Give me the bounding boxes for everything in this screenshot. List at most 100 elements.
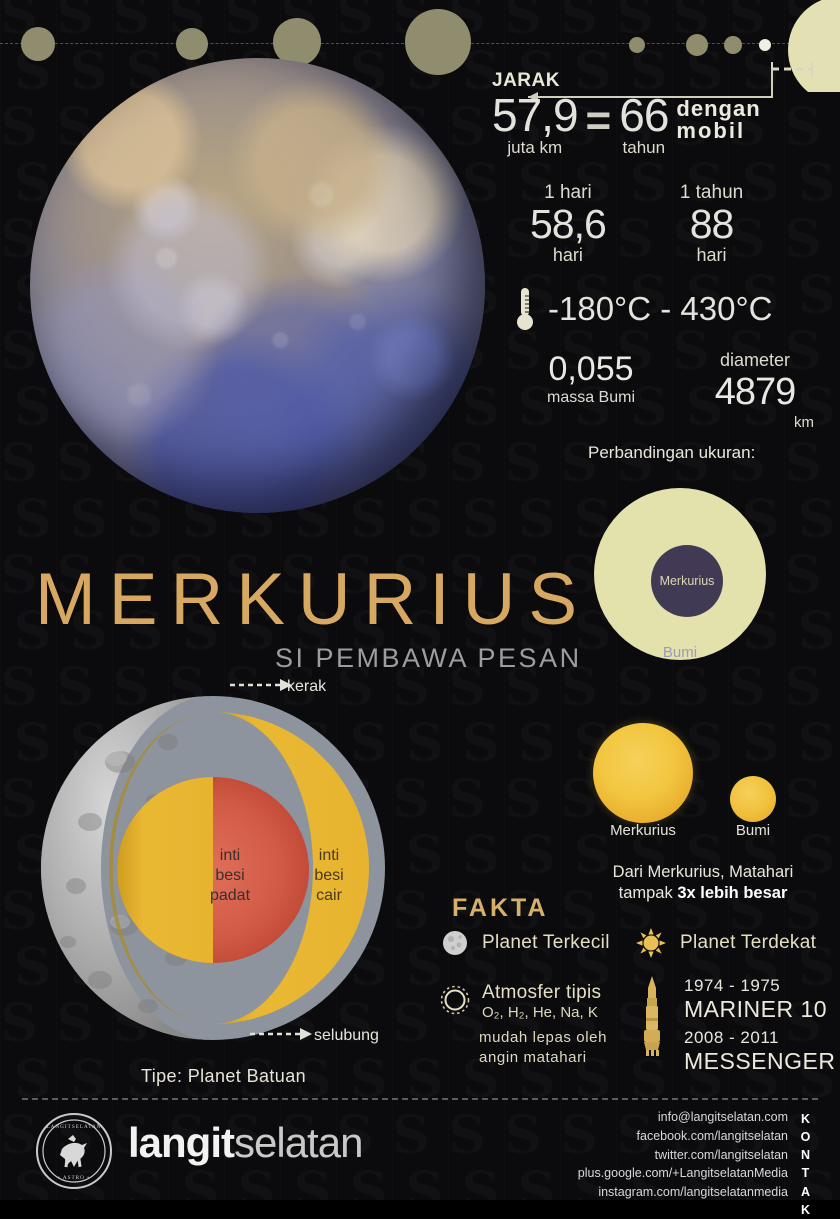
planet-dot-mercury <box>759 39 771 51</box>
watermark-letter: S <box>70 494 108 546</box>
mission-1-years: 1974 - 1975 <box>684 976 781 995</box>
fact-smallest-planet: Planet Terkecil <box>442 930 610 956</box>
sun-icon <box>636 928 666 958</box>
watermark-letter: S <box>798 606 836 658</box>
watermark-letter: S <box>294 1166 332 1200</box>
travel-unit: tahun <box>622 137 666 157</box>
kontak-letter: T <box>801 1166 811 1181</box>
earth-size-label: Bumi <box>662 644 698 661</box>
year-caption: 1 tahun <box>679 181 744 203</box>
outer-core-line1: inti <box>319 847 339 864</box>
travel-mode-line1: dengan <box>676 96 761 121</box>
mission-2-name: MESSENGER <box>684 1048 836 1074</box>
selubung-label: selubung <box>314 1027 379 1044</box>
sun-note-line2-bold: 3x lebih besar <box>677 883 788 902</box>
contact-email[interactable]: info@langitselatan.com <box>657 1110 788 1124</box>
temperature-row: -180°C - 430°C <box>492 286 840 332</box>
rocket-icon <box>644 976 660 1056</box>
planet-type-line: Tipe: Planet Batuan <box>141 1066 307 1086</box>
watermark-letter: S <box>406 830 444 882</box>
mercury-cutaway-diagram: inti besi padat inti besi cair <box>41 696 385 1040</box>
contact-twitter[interactable]: twitter.com/langitselatan <box>654 1147 788 1162</box>
watermark-letter: S <box>504 438 542 490</box>
watermark-letter: S <box>0 438 38 490</box>
mercury-size-label: Merkurius <box>659 574 715 588</box>
distance-bracket-arrow <box>528 62 813 102</box>
watermark-letter: S <box>728 662 766 714</box>
langitselatan-wordmark: langitselatan <box>128 1119 363 1167</box>
mass-block: 0,055 massa Bumi <box>492 350 670 431</box>
missions-list: 1974 - 1975 MARINER 10 2008 - 2011 MESSE… <box>684 976 835 1075</box>
outer-core-line3: cair <box>316 887 342 904</box>
mission-1-name: MARINER 10 <box>684 996 828 1022</box>
atmosphere-note-line2: angin matahari <box>479 1049 587 1067</box>
contact-list: info@langitselatan.com facebook.com/lang… <box>578 1108 788 1202</box>
watermark-letter: S <box>784 438 822 490</box>
fact-nearest-label: Planet Terdekat <box>680 932 817 953</box>
watermark-letter: S <box>784 550 822 602</box>
equals-sign: = <box>585 96 612 145</box>
langitselatan-badge-logo: LANGITSELATAN • ASTRO • <box>36 1113 112 1189</box>
comparison-title: Perbandingan ukuran: <box>588 443 756 462</box>
watermark-letter: S <box>462 494 500 546</box>
contact-googleplus[interactable]: plus.google.com/+LangitselatanMedia <box>577 1166 788 1181</box>
fact-smallest-label: Planet Terkecil <box>482 932 610 953</box>
sun-comparison-note: Dari Merkurius, Matahari tampak 3x lebih… <box>566 862 840 903</box>
page-subtitle: SI PEMBAWA PESAN <box>275 643 582 673</box>
watermark-letter: S <box>406 942 444 994</box>
badge-horse-rider-icon: LANGITSELATAN • ASTRO • <box>42 1119 106 1183</box>
watermark-letter: S <box>126 1166 164 1200</box>
watermark-letter: S <box>406 1166 444 1200</box>
travel-mode-line2: mobil <box>676 118 746 144</box>
watermark-letter: S <box>784 662 822 714</box>
atmosphere-ring-icon <box>440 985 470 1015</box>
distance-block: 57,9 juta km <box>492 92 579 158</box>
watermark-letter: S <box>14 382 52 434</box>
watermark-letter: S <box>392 1110 430 1162</box>
watermark-letter: S <box>518 1166 556 1200</box>
distance-unit: juta km <box>507 137 563 157</box>
day-caption: 1 hari <box>544 181 592 203</box>
travel-value: 66 <box>619 89 669 141</box>
mass-diameter-row: 0,055 massa Bumi diameter 4879 km <box>492 350 840 431</box>
distance-row: 57,9 juta km = 66 tahun dengan mobil <box>492 89 840 158</box>
atmosphere-text-block: Atmosfer tipis O₂, H₂, He, Na, K <box>482 982 601 1021</box>
watermark-letter: S <box>560 774 598 826</box>
kontak-letter: A <box>800 1184 812 1199</box>
contact-instagram[interactable]: instagram.com/langitselatanmedia <box>598 1185 788 1199</box>
kontak-letter: N <box>800 1148 812 1163</box>
kerak-label: kerak <box>287 678 327 695</box>
year-block: 1 tahun 88 hari <box>680 182 743 266</box>
planet-dot-4 <box>405 9 471 75</box>
watermark-letter: S <box>462 718 500 770</box>
watermark-letter: S <box>14 494 52 546</box>
page-title: MERKURIUS <box>35 559 591 640</box>
kontak-letter: O <box>800 1130 812 1145</box>
jarak-label: JARAK <box>492 70 560 91</box>
mercury-planet-image <box>30 58 485 513</box>
watermark-letter: S <box>0 550 38 602</box>
watermark-letter: S <box>518 494 556 546</box>
watermark-letter: S <box>448 438 486 490</box>
contact-facebook[interactable]: facebook.com/langitselatan <box>636 1128 788 1143</box>
watermark-letter: S <box>182 1166 220 1200</box>
fakta-heading: FAKTA <box>452 894 549 922</box>
watermark-letter: S <box>350 494 388 546</box>
planet-dot-6 <box>686 34 708 56</box>
sun-from-mercury-circle <box>593 723 693 823</box>
watermark-letter: S <box>742 718 780 770</box>
watermark-letter: S <box>350 1166 388 1200</box>
inner-core-line1: inti <box>220 847 240 864</box>
solar-system-strip <box>0 0 840 92</box>
watermark-letter: S <box>504 1110 542 1162</box>
watermark-letter: S <box>448 774 486 826</box>
sun-from-mercury-label: Merkurius <box>610 822 676 839</box>
watermark-letter: S <box>798 718 836 770</box>
selubung-pointer-arrow <box>250 1028 312 1040</box>
watermark-letter: S <box>798 494 836 546</box>
mass-caption: massa Bumi <box>546 388 636 406</box>
planet-dot-7 <box>724 36 742 54</box>
travel-block: 66 tahun <box>619 89 669 158</box>
svg-text:LANGITSELATAN: LANGITSELATAN <box>47 1124 102 1130</box>
day-unit: hari <box>552 244 583 265</box>
